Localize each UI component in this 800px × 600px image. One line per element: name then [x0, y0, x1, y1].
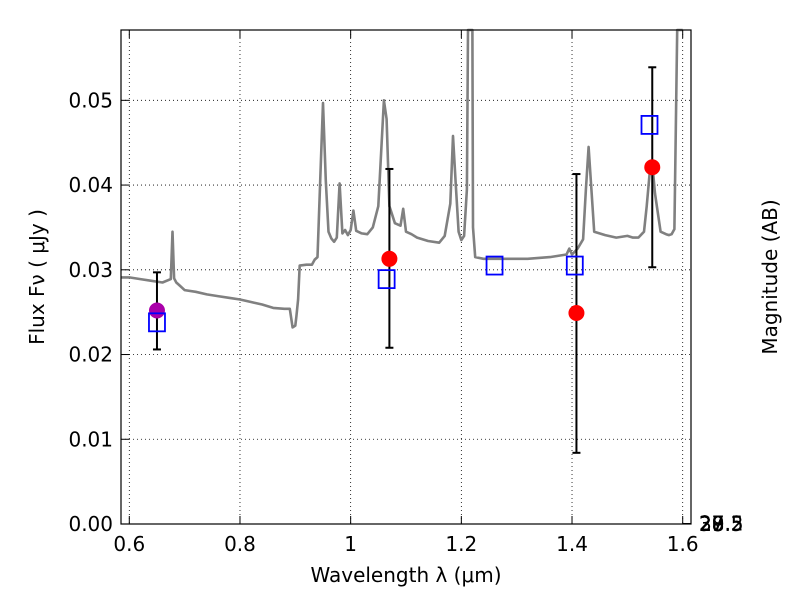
x-tick-label: 1.4 [556, 532, 588, 556]
y-axis-title: Flux Fν ( μJy ) [25, 209, 49, 345]
model-square [485, 255, 504, 276]
y-tick-label: 0.04 [68, 173, 113, 197]
data-point [568, 305, 585, 322]
mag-tick-label: 28 [699, 512, 724, 536]
plot-frame [120, 29, 692, 525]
model-square [148, 312, 166, 333]
y-tick-label: 0.03 [68, 258, 113, 282]
data-point [148, 302, 165, 319]
mag-tick-label: 28.5 [699, 512, 744, 536]
model-square [565, 255, 584, 276]
x-tick-label: 1 [344, 532, 357, 556]
y2-axis-title: Magnitude (AB) [758, 199, 782, 354]
data-markers [148, 115, 661, 333]
model-square [640, 115, 659, 135]
x-tick-label: 1.2 [445, 532, 477, 556]
x-tick-label: 1.6 [667, 532, 699, 556]
y-tick-label: 0.00 [68, 512, 113, 536]
model-spectrum [121, 28, 683, 329]
error-bars [152, 66, 657, 454]
x-axis-title: Wavelength λ (μm) [310, 563, 501, 587]
mag-tick-label: 29 [699, 512, 724, 536]
spectrum-line [121, 28, 683, 329]
y-tick-label: 0.01 [68, 427, 113, 451]
data-point [381, 250, 398, 267]
x-tick-label: 0.6 [113, 532, 145, 556]
grid-lines [121, 30, 691, 524]
axis-ticks: 0.6 0.8 1 1.2 1.4 1.6 0.00 0.01 0.02 0.03 0.04 0.05… [68, 30, 744, 556]
mag-tick-label: 27 [699, 512, 724, 536]
y-tick-label: 0.05 [68, 88, 113, 112]
mag-tick-label: 27.2 [699, 512, 744, 536]
y-tick-label: 0.02 [68, 343, 113, 367]
x-tick-label: 0.8 [224, 532, 256, 556]
mag-tick-label: 30 [699, 512, 724, 536]
model-square [377, 269, 396, 290]
data-point [644, 159, 661, 176]
mag-tick-label: 27.5 [699, 512, 744, 536]
